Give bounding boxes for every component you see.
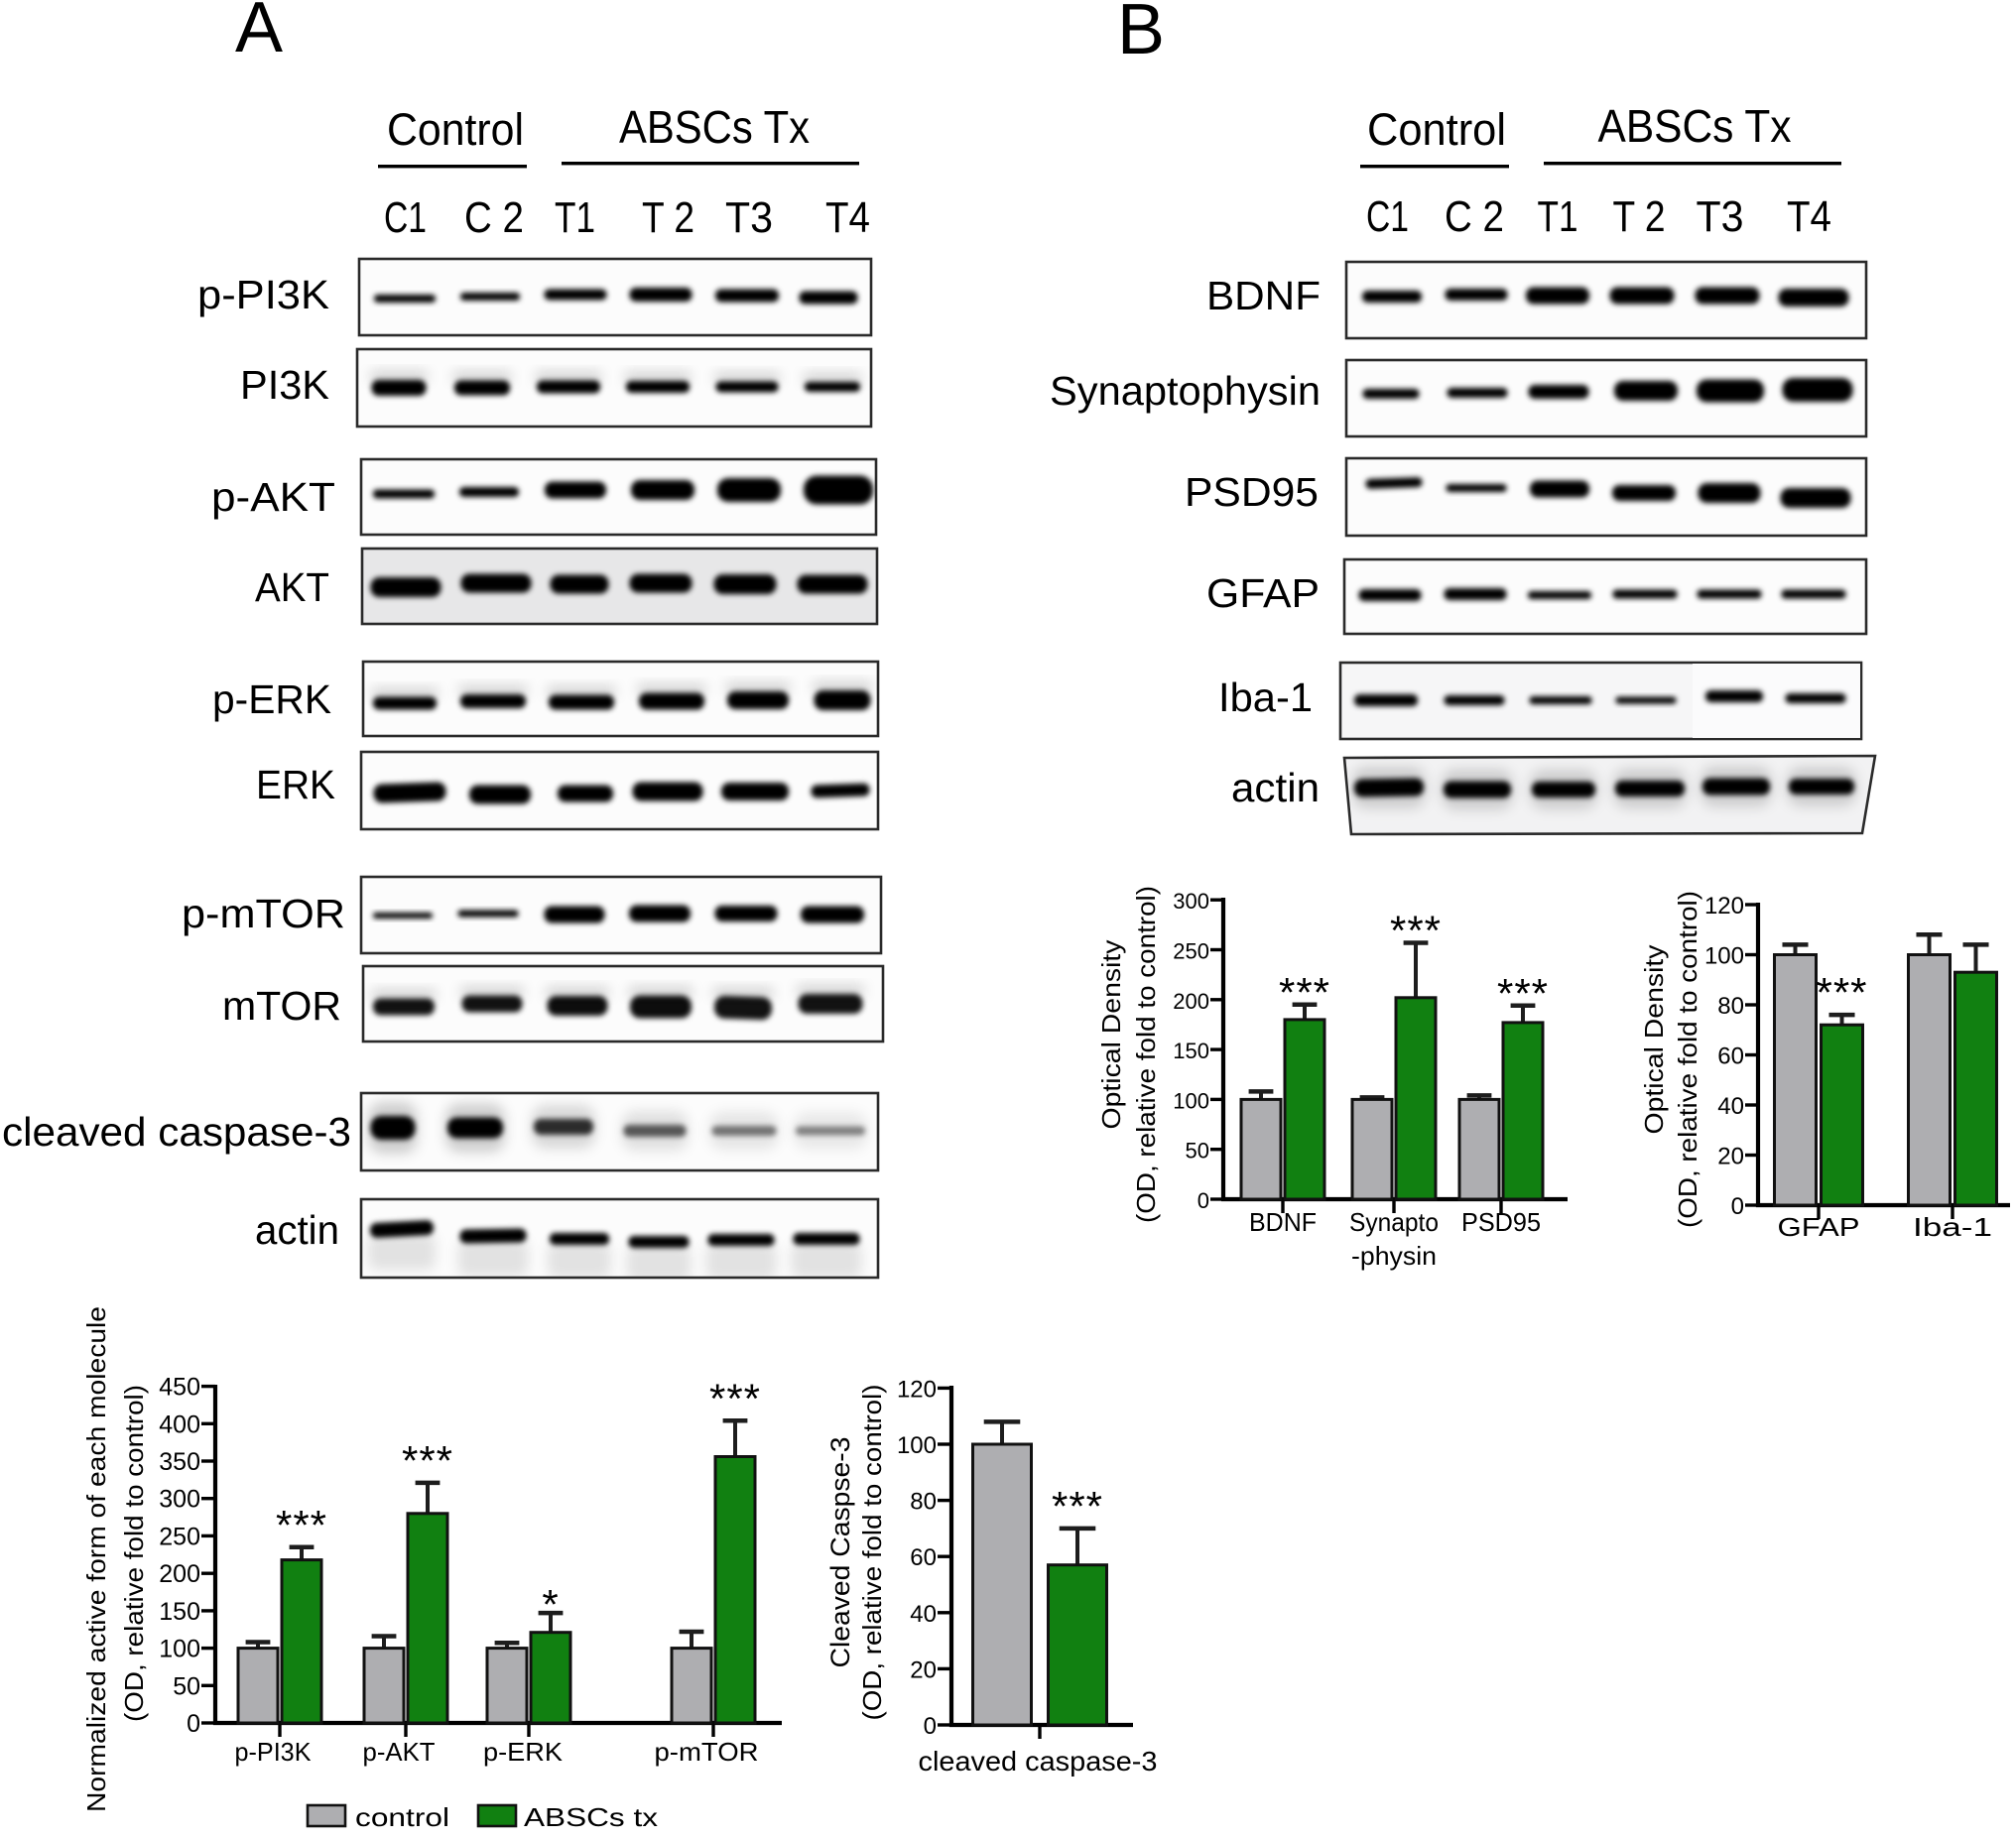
svg-text:***: ***	[1279, 969, 1330, 1016]
svg-text:AKT: AKT	[255, 564, 329, 610]
svg-text:0: 0	[187, 1710, 200, 1738]
svg-text:p-AKT: p-AKT	[211, 474, 335, 520]
svg-text:200: 200	[1173, 989, 1209, 1014]
svg-text:450: 450	[159, 1374, 200, 1402]
svg-text:BDNF: BDNF	[1249, 1207, 1317, 1237]
svg-text:80: 80	[1717, 993, 1744, 1020]
svg-text:Optical Density: Optical Density	[1639, 945, 1669, 1135]
svg-text:Optical Density: Optical Density	[1096, 940, 1126, 1130]
svg-text:300: 300	[159, 1486, 200, 1514]
svg-text:***: ***	[1816, 969, 1867, 1016]
svg-text:A: A	[235, 0, 283, 67]
svg-text:Synapto: Synapto	[1349, 1207, 1439, 1237]
svg-text:cleaved caspase-3: cleaved caspase-3	[2, 1109, 351, 1155]
svg-text:p-mTOR: p-mTOR	[182, 891, 345, 936]
svg-text:BDNF: BDNF	[1206, 273, 1321, 318]
svg-text:C 2: C 2	[1445, 192, 1504, 241]
svg-text:T 2: T 2	[642, 193, 694, 242]
svg-text:***: ***	[402, 1437, 453, 1484]
svg-text:0: 0	[1731, 1193, 1744, 1220]
svg-text:T1: T1	[1538, 192, 1578, 241]
svg-text:B: B	[1117, 0, 1165, 69]
svg-text:T4: T4	[825, 193, 870, 242]
svg-text:mTOR: mTOR	[222, 983, 341, 1029]
svg-text:GFAP: GFAP	[1206, 570, 1320, 616]
svg-text:50: 50	[1186, 1139, 1209, 1164]
svg-text:Control: Control	[1367, 104, 1506, 155]
svg-text:Iba-1: Iba-1	[1218, 675, 1313, 720]
svg-text:150: 150	[159, 1598, 200, 1626]
svg-text:60: 60	[910, 1544, 937, 1571]
svg-text:***: ***	[276, 1502, 327, 1548]
svg-text:(OD, relative fold to control): (OD, relative fold to control)	[1673, 891, 1702, 1228]
svg-text:T 2: T 2	[1613, 192, 1666, 241]
svg-text:PSD95: PSD95	[1185, 469, 1319, 515]
svg-text:***: ***	[1390, 907, 1442, 953]
svg-text:120: 120	[897, 1376, 937, 1403]
svg-text:p-AKT: p-AKT	[363, 1737, 436, 1767]
svg-text:Iba-1: Iba-1	[1913, 1212, 1992, 1242]
svg-text:p-ERK: p-ERK	[212, 676, 331, 722]
svg-text:Cleaved Caspse-3: Cleaved Caspse-3	[825, 1437, 855, 1668]
svg-text:control: control	[355, 1802, 449, 1832]
svg-text:C1: C1	[384, 193, 427, 242]
svg-text:120: 120	[1704, 893, 1744, 920]
svg-text:p-ERK: p-ERK	[483, 1737, 564, 1767]
svg-text:0: 0	[1197, 1188, 1209, 1213]
svg-text:100: 100	[1704, 943, 1744, 970]
svg-text:40: 40	[1717, 1093, 1744, 1120]
svg-text:ABSCs tx: ABSCs tx	[524, 1802, 658, 1832]
svg-text:(OD, relative fold to control): (OD, relative fold to control)	[857, 1385, 887, 1721]
svg-text:cleaved caspase-3: cleaved caspase-3	[919, 1746, 1158, 1777]
svg-text:20: 20	[910, 1656, 937, 1683]
svg-text:100: 100	[1173, 1088, 1209, 1113]
svg-text:Normalized active form of each: Normalized active form of each molecule	[81, 1306, 111, 1812]
svg-text:PI3K: PI3K	[240, 362, 329, 408]
svg-text:T3: T3	[725, 193, 773, 242]
svg-text:350: 350	[159, 1448, 200, 1476]
svg-text:250: 250	[1173, 939, 1209, 964]
svg-text:actin: actin	[255, 1207, 339, 1253]
svg-text:T1: T1	[555, 193, 595, 242]
svg-text:***: ***	[1497, 970, 1549, 1017]
svg-text:actin: actin	[1231, 765, 1320, 810]
svg-text:40: 40	[910, 1601, 937, 1628]
svg-text:***: ***	[1052, 1483, 1103, 1530]
svg-text:ABSCs Tx: ABSCs Tx	[619, 101, 810, 153]
svg-text:400: 400	[159, 1411, 200, 1438]
svg-text:150: 150	[1173, 1039, 1209, 1063]
svg-text:T4: T4	[1787, 192, 1831, 241]
svg-text:60: 60	[1717, 1043, 1744, 1070]
svg-text:***: ***	[709, 1375, 761, 1421]
svg-text:100: 100	[159, 1636, 200, 1663]
svg-text:*: *	[542, 1581, 559, 1628]
svg-text:ERK: ERK	[256, 762, 335, 807]
svg-text:C1: C1	[1366, 192, 1409, 241]
svg-text:C 2: C 2	[464, 193, 524, 242]
svg-text:ABSCs Tx: ABSCs Tx	[1598, 100, 1792, 152]
svg-text:p-PI3K: p-PI3K	[197, 272, 329, 317]
svg-text:Control: Control	[387, 104, 524, 155]
svg-text:Synaptophysin: Synaptophysin	[1050, 368, 1321, 414]
svg-text:(OD, relative fold to control): (OD, relative fold to control)	[1131, 886, 1161, 1223]
svg-text:50: 50	[173, 1672, 200, 1700]
svg-text:p-mTOR: p-mTOR	[655, 1737, 759, 1767]
svg-text:0: 0	[924, 1713, 937, 1740]
svg-text:100: 100	[897, 1432, 937, 1459]
svg-text:(OD, relative fold to control): (OD, relative fold to control)	[119, 1385, 149, 1722]
svg-text:GFAP: GFAP	[1778, 1212, 1860, 1242]
svg-text:-physin: -physin	[1351, 1241, 1437, 1271]
svg-text:250: 250	[159, 1523, 200, 1550]
svg-text:T3: T3	[1697, 192, 1744, 241]
svg-text:20: 20	[1717, 1144, 1744, 1170]
svg-text:300: 300	[1173, 889, 1209, 914]
svg-text:p-PI3K: p-PI3K	[235, 1737, 313, 1767]
svg-text:200: 200	[159, 1560, 200, 1588]
svg-text:80: 80	[910, 1489, 937, 1516]
svg-text:PSD95: PSD95	[1461, 1207, 1541, 1237]
